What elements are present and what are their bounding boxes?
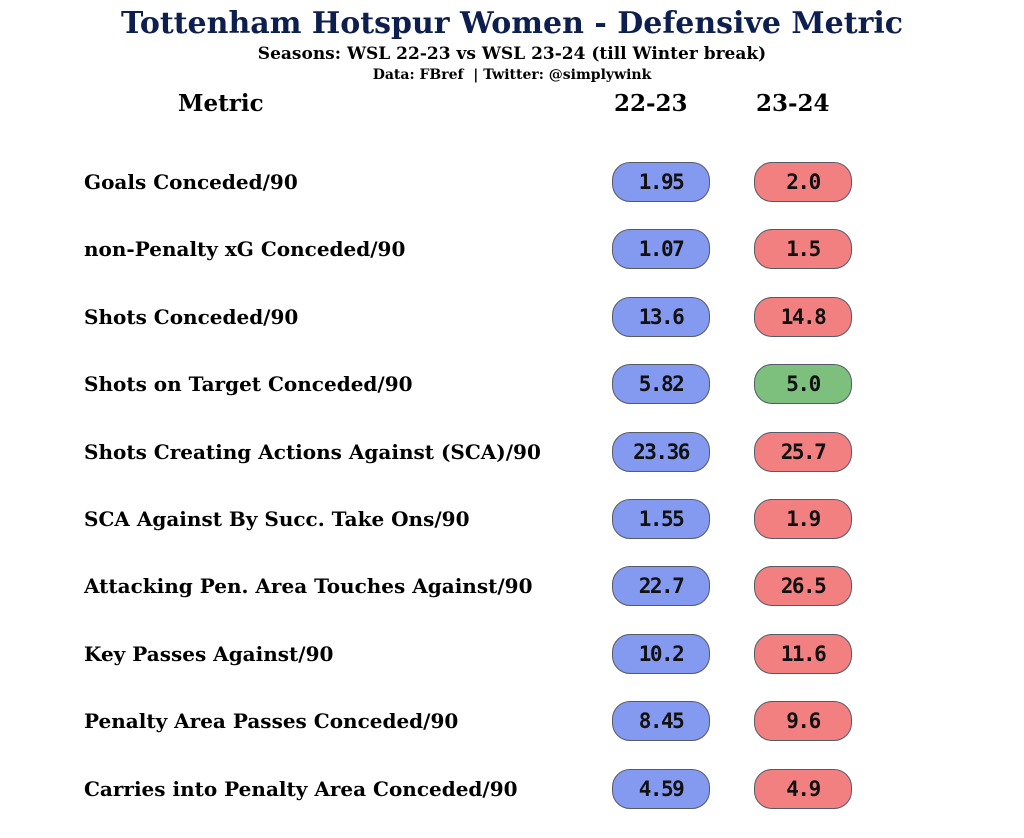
value-22-23-pill: 23.36 — [612, 431, 710, 472]
column-header-metric: Metric — [178, 90, 264, 117]
value-22-23-pill: 1.95 — [612, 162, 710, 202]
value-23-24-pill: 1.9 — [754, 499, 852, 539]
value-22-23-pill: 1.07 — [612, 229, 710, 270]
metric-label: Shots Creating Actions Against (SCA)/90 — [84, 439, 541, 464]
metric-label: Shots on Target Conceded/90 — [84, 372, 413, 397]
value-22-23-pill: 22.7 — [612, 566, 710, 607]
value-23-24-pill: 26.5 — [754, 566, 852, 607]
chart-title: Tottenham Hotspur Women - Defensive Metr… — [120, 6, 904, 41]
chart-subtitle: Seasons: WSL 22-23 vs WSL 23-24 (till Wi… — [257, 44, 767, 64]
data-source: Data: FBref | Twitter: @simplywink — [372, 67, 652, 83]
value-23-24-pill: 11.6 — [754, 633, 852, 674]
value-22-23-pill: 10.2 — [612, 633, 710, 674]
value-22-23-pill: 1.55 — [612, 499, 710, 539]
metric-label: Attacking Pen. Area Touches Against/90 — [84, 574, 533, 599]
value-23-24-pill: 1.5 — [754, 229, 852, 270]
value-22-23-pill: 4.59 — [612, 768, 710, 809]
metric-label: Shots Conceded/90 — [84, 304, 299, 329]
metric-label: non-Penalty xG Conceded/90 — [84, 237, 406, 262]
value-23-24-pill: 4.9 — [754, 768, 852, 809]
metric-label: SCA Against By Succ. Take Ons/90 — [84, 507, 470, 531]
value-23-24-pill: 9.6 — [754, 701, 852, 742]
column-header-23-24: 23-24 — [756, 90, 830, 117]
column-header-22-23: 22-23 — [614, 90, 688, 117]
metric-label: Key Passes Against/90 — [84, 641, 334, 666]
metric-label: Penalty Area Passes Conceded/90 — [84, 709, 459, 734]
value-23-24-pill: 5.0 — [754, 364, 852, 405]
value-23-24-pill: 2.0 — [754, 162, 852, 202]
value-22-23-pill: 5.82 — [612, 364, 710, 405]
value-22-23-pill: 13.6 — [612, 296, 710, 337]
value-23-24-pill: 25.7 — [754, 431, 852, 472]
metric-label: Goals Conceded/90 — [84, 170, 298, 194]
value-23-24-pill: 14.8 — [754, 296, 852, 337]
value-22-23-pill: 8.45 — [612, 701, 710, 742]
metric-label: Carries into Penalty Area Conceded/90 — [84, 776, 518, 801]
